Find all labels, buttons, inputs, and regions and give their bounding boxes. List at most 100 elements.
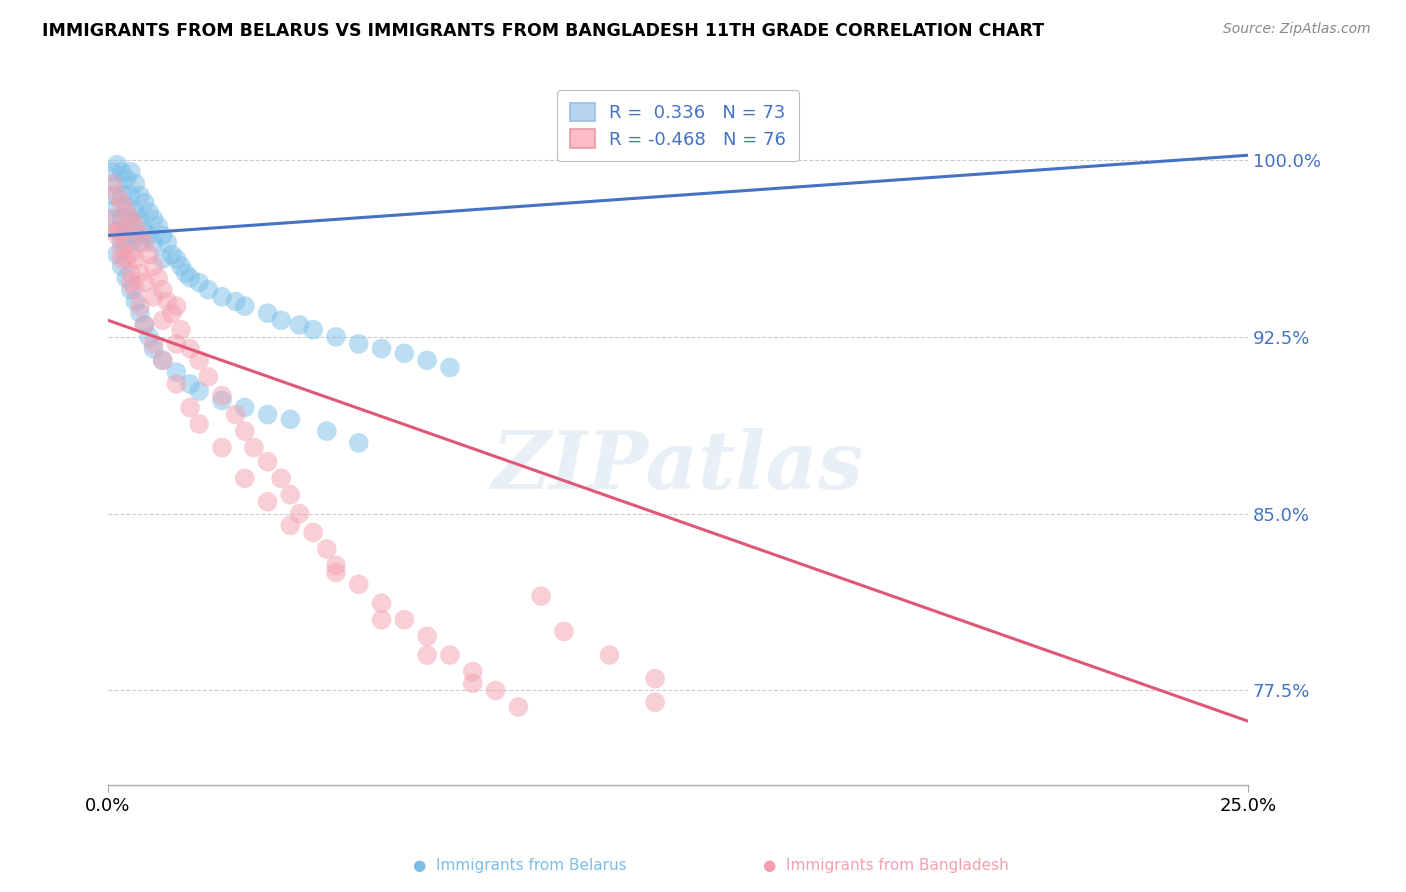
Point — [120, 276, 142, 290]
Point — [233, 471, 256, 485]
Point — [111, 224, 134, 238]
Point — [105, 188, 128, 202]
Point — [129, 188, 152, 202]
Legend: R =  0.336   N = 73, R = -0.468   N = 76: R = 0.336 N = 73, R = -0.468 N = 76 — [557, 90, 799, 161]
Point — [256, 495, 278, 509]
Point — [165, 299, 187, 313]
Point — [256, 455, 278, 469]
Point — [280, 488, 302, 502]
Point — [111, 195, 134, 210]
Point — [124, 177, 146, 191]
Point — [111, 259, 134, 273]
Point — [120, 165, 142, 179]
Point — [347, 577, 370, 591]
Point — [120, 247, 142, 261]
Point — [124, 294, 146, 309]
Point — [233, 401, 256, 415]
Point — [315, 424, 337, 438]
Point — [134, 235, 156, 250]
Point — [256, 408, 278, 422]
Point — [416, 629, 439, 643]
Point — [115, 200, 138, 214]
Point — [347, 436, 370, 450]
Point — [174, 266, 197, 280]
Point — [134, 318, 156, 332]
Point — [105, 158, 128, 172]
Point — [101, 177, 124, 191]
Point — [461, 665, 484, 679]
Point — [146, 219, 169, 233]
Point — [129, 235, 152, 250]
Point — [170, 259, 193, 273]
Point — [111, 243, 134, 257]
Point — [416, 648, 439, 662]
Point — [188, 276, 211, 290]
Point — [211, 441, 233, 455]
Text: IMMIGRANTS FROM BELARUS VS IMMIGRANTS FROM BANGLADESH 11TH GRADE CORRELATION CHA: IMMIGRANTS FROM BELARUS VS IMMIGRANTS FR… — [42, 22, 1045, 40]
Point — [256, 306, 278, 320]
Point — [416, 353, 439, 368]
Point — [394, 613, 416, 627]
Point — [165, 336, 187, 351]
Point — [152, 353, 174, 368]
Point — [111, 252, 134, 266]
Point — [142, 211, 165, 226]
Point — [243, 441, 266, 455]
Point — [120, 211, 142, 226]
Point — [152, 252, 174, 266]
Point — [138, 228, 160, 243]
Point — [280, 412, 302, 426]
Point — [179, 270, 201, 285]
Point — [188, 417, 211, 431]
Point — [111, 188, 134, 202]
Point — [105, 177, 128, 191]
Point — [142, 235, 165, 250]
Point — [152, 313, 174, 327]
Point — [134, 318, 156, 332]
Point — [129, 306, 152, 320]
Point — [124, 283, 146, 297]
Point — [105, 224, 128, 238]
Point — [599, 648, 621, 662]
Point — [160, 306, 183, 320]
Point — [120, 235, 142, 250]
Point — [325, 566, 347, 580]
Point — [197, 369, 219, 384]
Point — [233, 299, 256, 313]
Point — [120, 266, 142, 280]
Point — [138, 330, 160, 344]
Point — [233, 424, 256, 438]
Point — [325, 558, 347, 573]
Point — [225, 294, 247, 309]
Point — [111, 235, 134, 250]
Point — [270, 313, 292, 327]
Point — [156, 294, 179, 309]
Point — [134, 224, 156, 238]
Point — [325, 330, 347, 344]
Point — [347, 336, 370, 351]
Point — [115, 224, 138, 238]
Point — [225, 408, 247, 422]
Text: ●  Immigrants from Bangladesh: ● Immigrants from Bangladesh — [763, 858, 1008, 872]
Point — [124, 228, 146, 243]
Point — [553, 624, 575, 639]
Point — [160, 247, 183, 261]
Point — [105, 228, 128, 243]
Point — [120, 211, 142, 226]
Point — [188, 353, 211, 368]
Point — [302, 525, 325, 540]
Point — [138, 247, 160, 261]
Point — [101, 211, 124, 226]
Point — [165, 252, 187, 266]
Point — [439, 648, 461, 662]
Point — [115, 204, 138, 219]
Text: Source: ZipAtlas.com: Source: ZipAtlas.com — [1223, 22, 1371, 37]
Point — [146, 270, 169, 285]
Point — [120, 188, 142, 202]
Point — [211, 290, 233, 304]
Point — [129, 266, 152, 280]
Point — [101, 165, 124, 179]
Point — [124, 219, 146, 233]
Point — [152, 353, 174, 368]
Point — [152, 228, 174, 243]
